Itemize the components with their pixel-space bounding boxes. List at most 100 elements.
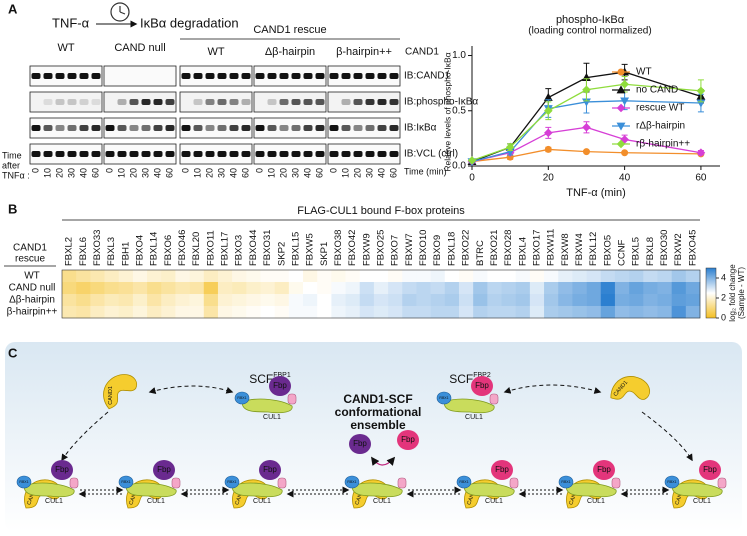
heatmap-cell — [572, 306, 587, 319]
heatmap-cell — [671, 282, 687, 295]
blot-band — [205, 99, 215, 105]
blot-band — [129, 125, 139, 131]
heatmap-cell — [430, 270, 446, 283]
blot-band — [229, 125, 239, 131]
colorbar-label: log₂ fold change — [728, 264, 737, 322]
heatmap-cell — [118, 270, 134, 283]
heatmap-cell — [189, 306, 205, 319]
time-point: 10 — [340, 168, 350, 178]
heatmap-cell — [147, 294, 162, 307]
fbp-label: Fbp — [703, 465, 717, 474]
scf-superscript: FBP2 — [473, 372, 491, 379]
cul1-label: CUL1 — [373, 498, 391, 505]
heatmap-cell — [544, 306, 559, 319]
cand1-shape — [103, 374, 137, 410]
blot-band — [117, 125, 127, 131]
column-label: FBXO3 — [234, 235, 245, 266]
blot-band — [315, 125, 325, 131]
blot-band — [255, 73, 265, 79]
heatmap-cell — [260, 306, 275, 319]
blot-row-label: IB:CAND1 — [404, 71, 451, 82]
blot-band — [79, 125, 89, 131]
heatmap-cell — [175, 270, 190, 283]
skp1-shape — [717, 477, 727, 489]
data-point — [620, 135, 629, 144]
heatmap-cell — [572, 282, 587, 295]
heatmap-cell — [416, 306, 431, 319]
heatmap-cell — [444, 294, 460, 307]
time-point: 20 — [278, 168, 288, 178]
x-tick-label: 40 — [619, 173, 631, 184]
heatmap-cell — [373, 270, 389, 283]
chart-title: phospho-IκBα — [556, 14, 625, 26]
rbx1-shape — [234, 391, 250, 405]
blot-band — [291, 99, 301, 105]
dashed-arrow — [641, 411, 693, 462]
time-point: 20 — [204, 168, 214, 178]
heatmap-cell — [303, 282, 318, 295]
heatmap-cell — [416, 270, 431, 283]
column-label: FBXO46 — [177, 230, 188, 266]
x-axis-label: TNF-α (min) — [566, 187, 626, 199]
blot-band — [377, 73, 387, 79]
heatmap-cell — [317, 270, 332, 283]
fbp-shape — [491, 460, 513, 480]
heatmap-cell — [118, 306, 134, 319]
heatmap-cell — [288, 306, 304, 319]
heatmap-cell — [62, 282, 77, 295]
blot-band — [267, 73, 277, 79]
column-label: FBXW8 — [560, 233, 571, 266]
fbp-shape — [269, 376, 291, 396]
rbx1-shape — [118, 475, 134, 489]
column-label: FBXO45 — [687, 230, 698, 266]
blot-frame — [103, 65, 177, 87]
column-label: FBXO17 — [531, 230, 542, 266]
skp1-shape — [611, 477, 621, 489]
blot-frame — [327, 65, 401, 87]
column-label: FBXO21 — [489, 230, 500, 266]
fbp-shape — [259, 460, 281, 480]
skp1-shape — [171, 477, 181, 489]
blot-band — [241, 73, 251, 79]
blot-band — [329, 73, 339, 79]
panel-label: A — [8, 1, 18, 16]
data-point — [696, 86, 706, 96]
blot-band — [291, 151, 301, 157]
fbp-shape — [471, 376, 493, 396]
heatmap-cell — [614, 270, 630, 283]
data-point — [582, 123, 591, 132]
blot-band — [91, 151, 101, 157]
heatmap-cell — [90, 282, 105, 295]
blot-band — [153, 125, 163, 131]
blot-band — [165, 99, 175, 105]
blot-band — [193, 125, 203, 131]
heatmap-cell — [274, 306, 290, 319]
blot-row-label: IB:IκBα — [404, 123, 437, 134]
series-line — [471, 126, 702, 163]
blot-frame — [29, 143, 103, 165]
exchange-arrow — [371, 456, 396, 466]
heatmap-cell — [643, 282, 658, 295]
rbx1-shape — [16, 475, 32, 489]
column-label: FBXL20 — [191, 232, 202, 266]
x-tick-label: 0 — [469, 173, 475, 184]
time-point: 60 — [90, 168, 100, 178]
row-label: β-hairpin++ — [7, 307, 58, 318]
blot-band — [105, 125, 115, 131]
data-point — [544, 145, 552, 153]
column-label: FBXW5 — [305, 233, 316, 266]
fbp-label: Fbp — [273, 381, 287, 390]
row-header: rescue — [15, 254, 45, 265]
blot-band — [279, 99, 289, 105]
heatmap-cell — [558, 270, 573, 283]
heatmap-cell — [671, 294, 687, 307]
heatmap-cell — [189, 270, 205, 283]
blot-frame — [29, 91, 103, 113]
series-line — [471, 148, 701, 163]
blot-row-label: IB:phospho-IκBα — [404, 97, 478, 108]
legend-label: no CAND — [636, 85, 678, 96]
series-line — [471, 100, 701, 163]
heatmap-cell — [444, 306, 460, 319]
heatmap-cell — [685, 282, 701, 295]
column-label: FBXO31 — [262, 230, 273, 266]
